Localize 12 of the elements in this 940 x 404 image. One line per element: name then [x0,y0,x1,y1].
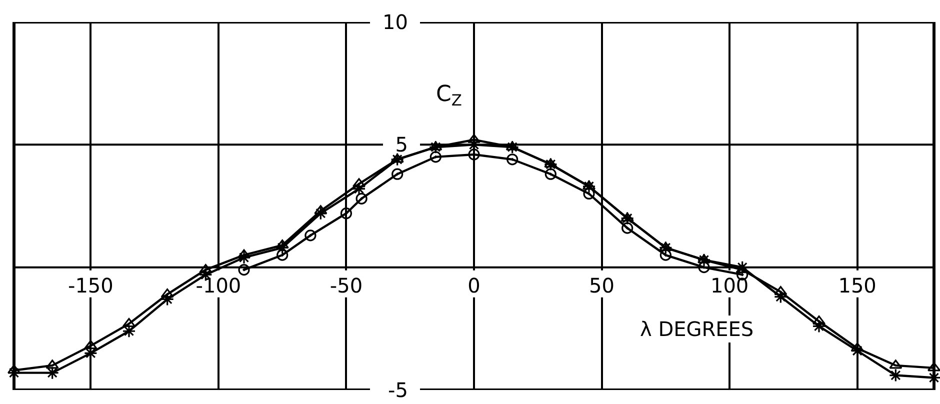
x-axis-title: λ DEGREES [640,317,754,341]
x-tick-label: 0 [468,273,480,298]
x-tick-label: -50 [330,273,363,298]
y-tick-label: 10 [382,10,408,34]
x-tick-label: -100 [196,273,242,298]
y-tick-label: 5 [395,132,408,157]
y-axis-title: C$_{Z}$ [436,82,462,110]
x-tick-label: 100 [710,273,749,298]
x-tick-label: -150 [68,273,114,298]
x-tick-label: 150 [838,273,876,298]
y-tick-label: -5 [388,378,408,402]
x-tick-label: 50 [589,273,615,298]
